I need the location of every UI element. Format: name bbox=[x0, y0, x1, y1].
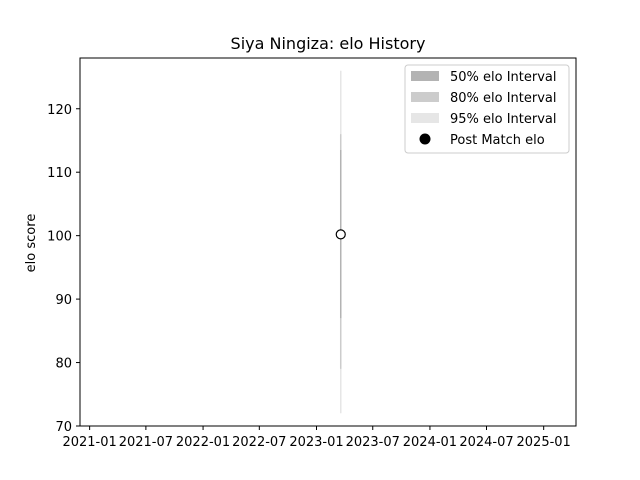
y-tick-label: 100 bbox=[47, 230, 72, 245]
legend-swatch-50 bbox=[411, 71, 439, 81]
x-tick-label: 2024-07 bbox=[459, 435, 513, 450]
plot-frame bbox=[79, 57, 577, 427]
x-axis-ticks: 2021-01 2021-07 2022-01 2022-07 2023-01 2023-… bbox=[62, 426, 571, 450]
post-match-elo-point bbox=[335, 229, 346, 240]
y-axis-ticks: 70 80 90 100 110 120 bbox=[47, 103, 80, 435]
y-tick-label: 70 bbox=[55, 420, 72, 435]
y-tick-label: 120 bbox=[47, 103, 72, 118]
legend-frame bbox=[404, 64, 570, 154]
legend-marker-post-match bbox=[419, 133, 431, 145]
x-tick-label: 2021-07 bbox=[119, 435, 173, 450]
chart-title: Siya Ningiza: elo History bbox=[231, 34, 426, 53]
x-tick-label: 2023-01 bbox=[289, 435, 343, 450]
legend-label-post-match: Post Match elo bbox=[450, 133, 545, 148]
legend-swatch-80 bbox=[411, 92, 439, 102]
y-tick-label: 110 bbox=[47, 166, 72, 181]
post-match-markers bbox=[335, 229, 346, 240]
x-tick-label: 2021-01 bbox=[62, 435, 116, 450]
legend-swatch-95 bbox=[411, 113, 439, 123]
legend-label-95: 95% elo Interval bbox=[450, 112, 557, 127]
legend-label-80: 80% elo Interval bbox=[450, 91, 557, 106]
x-tick-label: 2024-01 bbox=[403, 435, 457, 450]
legend: 50% elo Interval 80% elo Interval 95% el… bbox=[404, 64, 570, 154]
y-tick-label: 90 bbox=[55, 293, 72, 308]
x-tick-label: 2022-01 bbox=[176, 435, 230, 450]
legend-label-50: 50% elo Interval bbox=[450, 70, 557, 85]
x-tick-label: 2023-07 bbox=[346, 435, 400, 450]
x-tick-label: 2022-07 bbox=[232, 435, 286, 450]
x-tick-label: 2025-01 bbox=[517, 435, 571, 450]
y-tick-label: 80 bbox=[55, 357, 72, 372]
y-axis-label: elo score bbox=[24, 214, 39, 273]
